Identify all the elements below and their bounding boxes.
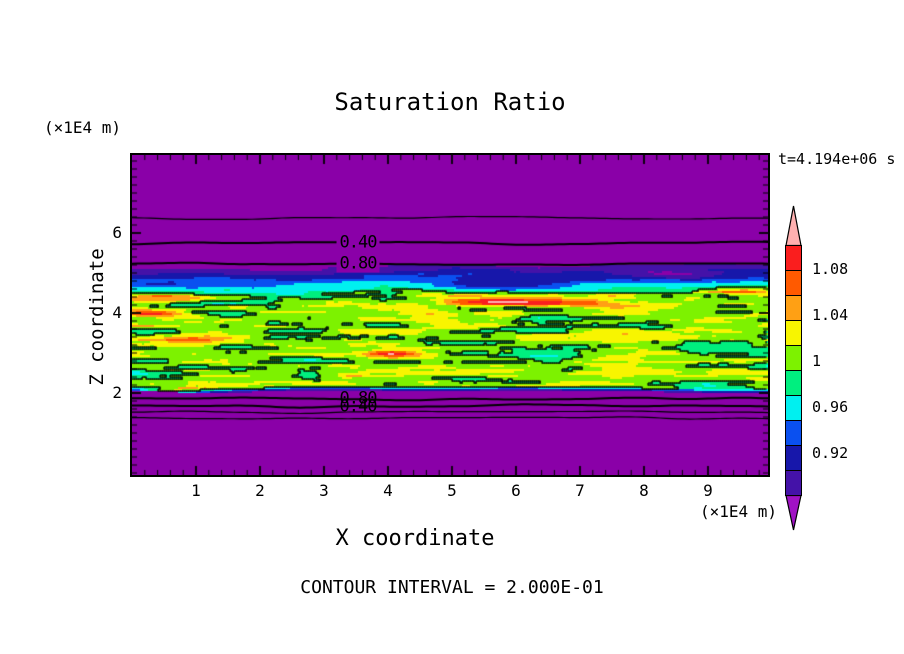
time-annotation: t=4.194e+06 s — [778, 150, 896, 168]
colorbar-tick-label: 0.92 — [812, 444, 849, 462]
colorbar-segment — [785, 345, 802, 371]
x-axis-unit-label: (×1E4 m) — [699, 502, 777, 521]
x-tick-label: 2 — [255, 481, 265, 500]
x-tick-label: 7 — [575, 481, 585, 500]
colorbar-segment — [785, 245, 802, 271]
y-axis-unit-label: (×1E4 m) — [44, 118, 122, 137]
colorbar-segment — [785, 395, 802, 421]
colorbar-tick-label: 1.08 — [812, 260, 849, 278]
colorbar-arrow-down-icon — [785, 495, 802, 531]
colorbar-tick-label: 1 — [812, 352, 822, 370]
colorbar-segment — [785, 295, 802, 321]
contour-label: 0.80 — [336, 255, 380, 273]
plot-area: 0.40 0.80 0.80 0.40 — [130, 153, 770, 477]
colorbar-segment — [785, 470, 802, 496]
x-tick-label: 1 — [191, 481, 201, 500]
colorbar-segment — [785, 420, 802, 446]
x-tick-label: 8 — [639, 481, 649, 500]
x-tick-label: 3 — [319, 481, 329, 500]
x-tick-label: 5 — [447, 481, 457, 500]
contour-interval-note: CONTOUR INTERVAL = 2.000E-01 — [300, 577, 604, 598]
x-tick-label: 4 — [383, 481, 393, 500]
colorbar-segment — [785, 270, 802, 296]
colorbar-segment — [785, 370, 802, 396]
x-axis-title: X coordinate — [335, 526, 495, 551]
colorbar-arrow-up-icon — [785, 205, 802, 246]
x-tick-label: 9 — [703, 481, 713, 500]
contour-label: 0.40 — [339, 396, 378, 417]
contour-label: 0.40 — [336, 234, 380, 252]
colorbar-tick-label: 0.96 — [812, 398, 849, 416]
y-tick-label: 6 — [112, 223, 122, 242]
colorbar-tick-label: 1.04 — [812, 306, 849, 324]
x-tick-label: 6 — [511, 481, 521, 500]
colorbar-segment — [785, 320, 802, 346]
page-title: Saturation Ratio — [334, 88, 566, 116]
colorbar — [785, 205, 802, 531]
contour-field-canvas — [132, 155, 768, 475]
y-tick-label: 2 — [112, 383, 122, 402]
contour-label: 0.80 — [339, 388, 378, 409]
y-tick-label: 4 — [112, 303, 122, 322]
colorbar-segment — [785, 445, 802, 471]
